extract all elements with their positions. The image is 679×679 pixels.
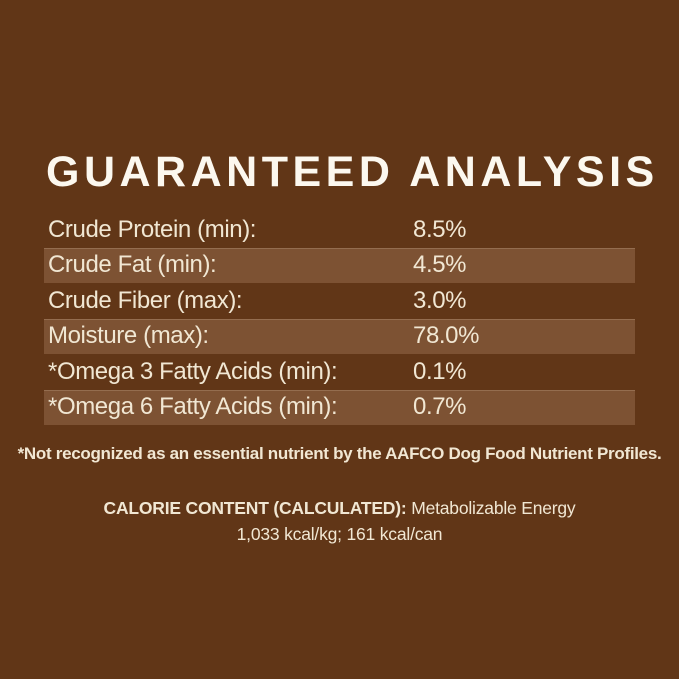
calorie-content: CALORIE CONTENT (CALCULATED): Metaboliza… — [0, 495, 679, 547]
nutrient-value: 0.1% — [413, 357, 467, 385]
analysis-row: Crude Fat (min): 4.5% — [44, 247, 635, 283]
calorie-description: Metabolizable Energy — [411, 498, 576, 518]
nutrient-value: 8.5% — [413, 215, 467, 243]
analysis-table: Crude Protein (min): 8.5% Crude Fat (min):… — [44, 212, 635, 425]
analysis-row: *Omega 3 Fatty Acids (min): 0.1% — [44, 354, 635, 390]
calorie-line-1: CALORIE CONTENT (CALCULATED): Metaboliza… — [0, 495, 679, 521]
nutrient-value: 3.0% — [413, 286, 467, 314]
nutrient-label: Moisture (max): — [48, 322, 209, 350]
nutrient-label: Crude Protein (min): — [48, 215, 257, 243]
nutrient-value: 0.7% — [413, 393, 467, 421]
footnote: *Not recognized as an essential nutrient… — [17, 444, 662, 463]
nutrient-value: 78.0% — [413, 322, 480, 350]
nutrient-label: Crude Fiber (max): — [48, 286, 243, 314]
nutrient-label: *Omega 6 Fatty Acids (min): — [48, 393, 338, 421]
analysis-row: *Omega 6 Fatty Acids (min): 0.7% — [44, 389, 635, 425]
analysis-row: Crude Fiber (max): 3.0% — [44, 283, 635, 319]
calorie-heading: CALORIE CONTENT (CALCULATED): — [103, 498, 407, 518]
page-title: GUARANTEED ANALYSIS — [46, 148, 659, 196]
analysis-row: Crude Protein (min): 8.5% — [44, 212, 635, 248]
nutrient-label: Crude Fat (min): — [48, 251, 217, 279]
nutrient-value: 4.5% — [413, 251, 467, 279]
analysis-row: Moisture (max): 78.0% — [44, 318, 635, 354]
nutrient-label: *Omega 3 Fatty Acids (min): — [48, 357, 338, 385]
calorie-values: 1,033 kcal/kg; 161 kcal/can — [236, 524, 443, 544]
